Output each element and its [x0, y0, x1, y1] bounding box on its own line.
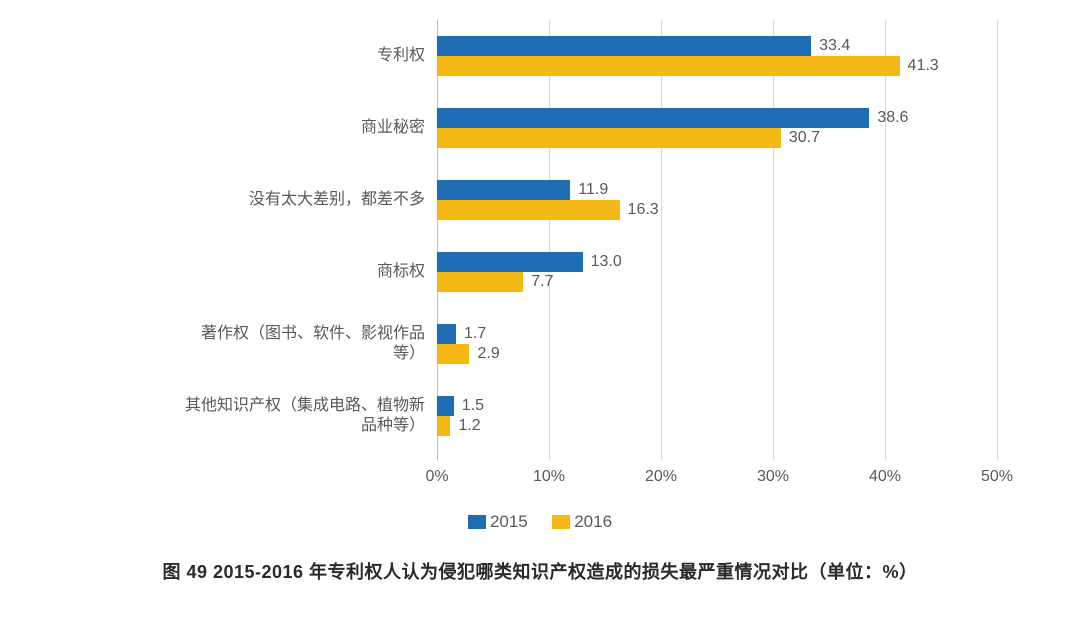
legend: 2015 2016: [0, 512, 1080, 534]
plot-area: 33.4 41.3 38.6 30.7 11.9 16.3 13.0 7.7 1.72.9 1.5…: [437, 20, 997, 460]
bar: [437, 180, 570, 200]
chart: 33.4 41.3 38.6 30.7 11.9 16.3 13.0 7.7 1.72.9 1.5…: [0, 20, 1080, 500]
legend-item-2015: 2015: [468, 512, 528, 532]
bar: [437, 56, 900, 76]
gridline: [997, 20, 998, 460]
page: 33.4 41.3 38.6 30.7 11.9 16.3 13.0 7.7 1.72.9 1.5…: [0, 0, 1080, 618]
bar: [437, 272, 523, 292]
gridline: [885, 20, 886, 460]
category-label: 商标权: [0, 262, 425, 282]
bar: [437, 128, 781, 148]
legend-label-2015: 2015: [490, 512, 528, 532]
legend-swatch-2015: [468, 515, 486, 529]
legend-label-2016: 2016: [574, 512, 612, 532]
x-tick-label: 10%: [519, 468, 579, 486]
bar-value-label: 1.2: [450, 416, 480, 436]
chart-caption: 图 49 2015-2016 年专利权人认为侵犯哪类知识产权造成的损失最严重情况…: [0, 558, 1080, 584]
bar-value-label: 2.9: [469, 344, 499, 364]
x-tick-label: 40%: [855, 468, 915, 486]
bar-value-label: 7.7: [523, 272, 553, 292]
gridline: [549, 20, 550, 460]
gridline: [437, 20, 438, 460]
bar-value-label: 16.3: [620, 200, 659, 220]
category-label: 没有太大差别，都差不多: [0, 190, 425, 210]
bar: [437, 344, 469, 364]
x-tick-label: 30%: [743, 468, 803, 486]
x-tick-label: 50%: [967, 468, 1027, 486]
legend-item-2016: 2016: [552, 512, 612, 532]
bar-value-label: 41.3: [900, 56, 939, 76]
bar: [437, 200, 620, 220]
bar: [437, 36, 811, 56]
bar: [437, 396, 454, 416]
bar-value-label: 1.7: [456, 324, 486, 344]
bar: [437, 252, 583, 272]
bar-value-label: 38.6: [869, 108, 908, 128]
category-label: 专利权: [0, 46, 425, 66]
legend-swatch-2016: [552, 515, 570, 529]
x-tick-label: 0%: [407, 468, 467, 486]
bar-value-label: 13.0: [583, 252, 622, 272]
category-label: 其他知识产权（集成电路、植物新 品种等）: [0, 396, 425, 436]
bar-value-label: 1.5: [454, 396, 484, 416]
bar-value-label: 33.4: [811, 36, 850, 56]
category-label: 著作权（图书、软件、影视作品 等）: [0, 324, 425, 364]
x-tick-label: 20%: [631, 468, 691, 486]
category-label: 商业秘密: [0, 118, 425, 138]
bar: [437, 324, 456, 344]
bar-value-label: 11.9: [570, 180, 608, 200]
bar: [437, 108, 869, 128]
bar: [437, 416, 450, 436]
gridline: [661, 20, 662, 460]
gridline: [773, 20, 774, 460]
bar-value-label: 30.7: [781, 128, 820, 148]
